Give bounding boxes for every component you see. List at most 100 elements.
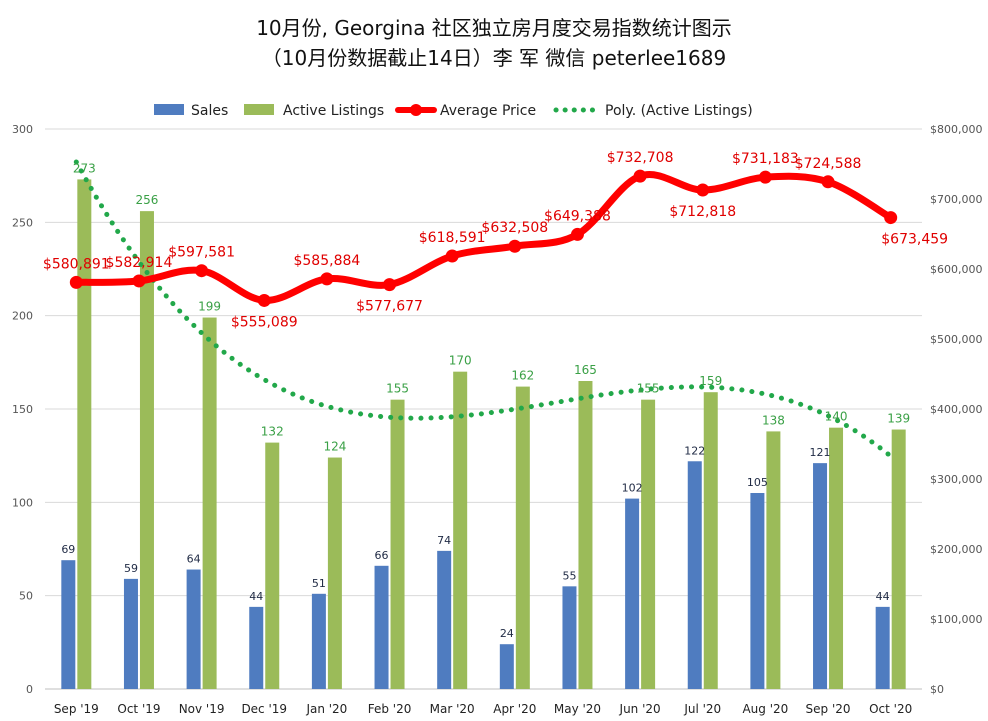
average-price-point	[69, 275, 83, 289]
label-active-listings: 155	[386, 382, 409, 396]
average-price-line	[72, 171, 895, 304]
right-tick-label: $700,000	[930, 193, 983, 206]
average-price-point	[633, 169, 647, 183]
label-average-price: $577,677	[356, 299, 423, 315]
x-tick-label: Oct '20	[869, 702, 912, 716]
right-tick-label: $100,000	[930, 613, 983, 626]
average-price-point	[884, 211, 898, 225]
legend-marker-price	[410, 104, 422, 116]
legend-label-poly: Poly. (Active Listings)	[605, 103, 753, 119]
x-tick-label: Apr '20	[493, 702, 536, 716]
gridlines	[45, 128, 922, 690]
label-sales: 55	[562, 569, 576, 582]
left-tick-label: 200	[12, 310, 33, 323]
average-price-point	[758, 170, 772, 184]
bar-active-listings	[891, 429, 906, 689]
bar-active-listings	[515, 386, 530, 689]
bar-sales	[123, 578, 138, 689]
label-active-listings: 138	[762, 413, 785, 427]
right-axis: $0 $100,000 $200,000 $300,000 $400,000 $500,0…	[930, 123, 983, 696]
label-sales: 51	[312, 577, 326, 590]
x-tick-label: Oct '19	[117, 702, 160, 716]
x-tick-label: Jan '20	[305, 702, 347, 716]
bars	[61, 179, 906, 689]
legend: Sales Active Listings Average Price Poly…	[154, 103, 753, 119]
label-sales: 102	[622, 482, 643, 495]
legend-label-active: Active Listings	[283, 103, 384, 119]
label-average-price: $649,388	[544, 208, 611, 224]
bar-sales	[625, 498, 640, 689]
left-tick-label: 100	[12, 496, 33, 509]
label-average-price: $555,089	[231, 314, 298, 330]
right-tick-label: $600,000	[930, 263, 983, 276]
x-tick-label: Aug '20	[742, 702, 788, 716]
average-price-point	[132, 274, 146, 288]
label-sales: 69	[61, 543, 75, 556]
label-active-listings: 159	[699, 374, 722, 388]
label-average-price: $580,891	[43, 256, 110, 272]
label-sales: 24	[500, 627, 514, 640]
label-sales: 121	[810, 446, 831, 459]
average-price-point	[320, 272, 334, 286]
label-active-listings: 155	[637, 382, 660, 396]
bar-sales	[499, 644, 514, 689]
label-average-price: $597,581	[168, 245, 235, 261]
label-active-listings: 273	[73, 161, 96, 175]
label-active-listings: 256	[136, 193, 159, 207]
x-tick-label: Sep '19	[54, 702, 99, 716]
x-tick-label: Feb '20	[368, 702, 412, 716]
bar-sales	[875, 606, 890, 689]
left-tick-label: 300	[12, 123, 33, 136]
bar-active-listings	[703, 392, 718, 689]
bar-active-listings	[829, 427, 844, 689]
right-tick-label: $300,000	[930, 473, 983, 486]
label-average-price: $724,588	[795, 156, 862, 172]
average-price-point	[257, 293, 271, 307]
label-active-listings: 132	[261, 425, 284, 439]
bar-active-listings	[390, 399, 405, 689]
label-active-listings: 124	[323, 440, 346, 454]
label-active-listings: 139	[887, 412, 910, 426]
label-sales: 64	[187, 553, 201, 566]
bar-sales	[311, 593, 326, 689]
average-price-point	[508, 239, 522, 253]
left-axis: 0 50 100 150 200 250 300	[12, 123, 33, 696]
right-tick-label: $400,000	[930, 403, 983, 416]
label-active-listings: 165	[574, 363, 597, 377]
right-tick-label: $200,000	[930, 543, 983, 556]
right-tick-label: $800,000	[930, 123, 983, 136]
bar-sales	[562, 586, 577, 689]
label-active-listings: 170	[449, 354, 472, 368]
poly-active-listings-line	[73, 159, 894, 459]
x-tick-label: Mar '20	[430, 702, 475, 716]
label-sales: 59	[124, 562, 138, 575]
label-average-price: $731,183	[732, 151, 799, 167]
bar-sales	[813, 463, 828, 689]
bar-active-listings	[766, 431, 781, 689]
x-tick-label: May '20	[554, 702, 601, 716]
label-average-price: $632,508	[481, 220, 548, 236]
x-tick-label: Nov '19	[179, 702, 225, 716]
x-tick-label: Sep '20	[806, 702, 851, 716]
average-price-point	[195, 264, 209, 278]
label-average-price: $673,459	[881, 232, 948, 248]
label-sales: 44	[249, 590, 263, 603]
average-price-point	[445, 249, 459, 263]
bar-active-listings	[77, 179, 92, 689]
label-sales: 66	[375, 549, 389, 562]
average-price-point	[570, 227, 584, 241]
bar-sales	[687, 461, 702, 689]
label-sales: 74	[437, 534, 451, 547]
legend-swatch-sales	[154, 104, 184, 115]
legend-label-sales: Sales	[191, 103, 228, 119]
right-tick-label: $0	[930, 683, 944, 696]
bar-active-listings	[453, 371, 468, 689]
poly-trendline	[73, 159, 894, 459]
label-average-price: $582,914	[106, 255, 173, 271]
legend-swatch-active	[244, 104, 274, 115]
label-sales: 122	[684, 444, 705, 457]
bar-active-listings	[578, 381, 593, 689]
x-tick-label: Dec '19	[241, 702, 287, 716]
